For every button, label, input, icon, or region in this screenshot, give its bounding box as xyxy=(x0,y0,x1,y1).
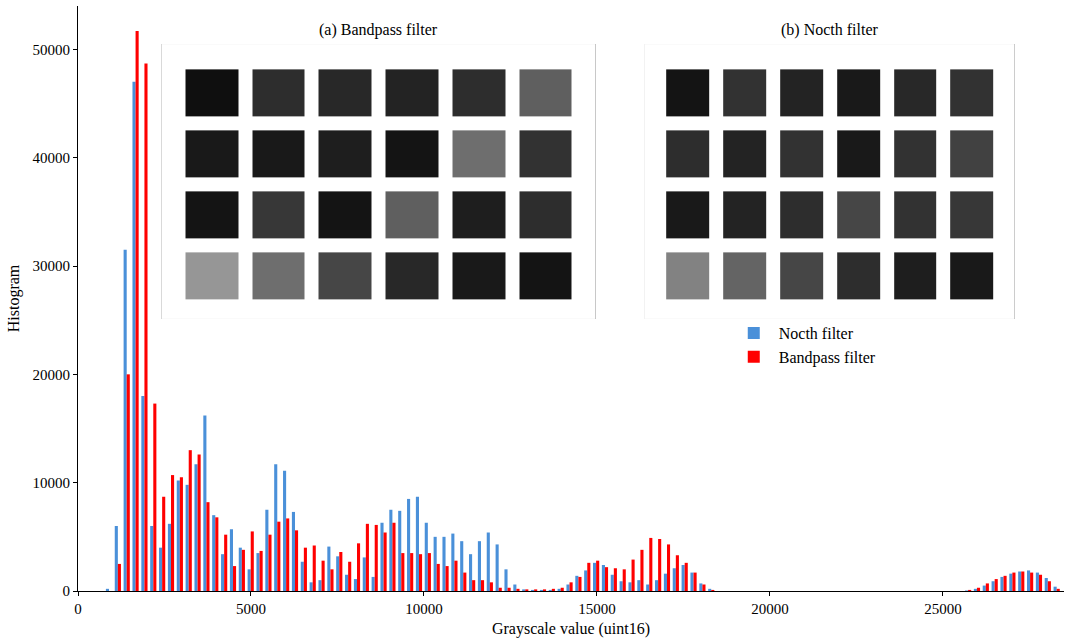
svg-text:(b) Nocth filter: (b) Nocth filter xyxy=(781,21,879,39)
svg-text:10000: 10000 xyxy=(33,475,71,491)
svg-text:0: 0 xyxy=(63,583,71,599)
svg-text:0: 0 xyxy=(74,601,82,617)
svg-text:Nocth filter: Nocth filter xyxy=(779,325,854,342)
svg-text:Grayscale value (uint16): Grayscale value (uint16) xyxy=(492,620,650,638)
svg-text:30000: 30000 xyxy=(33,258,71,274)
svg-text:5000: 5000 xyxy=(236,601,266,617)
svg-text:50000: 50000 xyxy=(33,42,71,58)
svg-text:(a) Bandpass filter: (a) Bandpass filter xyxy=(319,21,438,39)
svg-text:20000: 20000 xyxy=(751,601,789,617)
svg-text:Bandpass filter: Bandpass filter xyxy=(779,349,876,367)
svg-text:40000: 40000 xyxy=(33,150,71,166)
svg-text:Histogram: Histogram xyxy=(5,264,23,332)
svg-text:15000: 15000 xyxy=(578,601,616,617)
svg-text:10000: 10000 xyxy=(405,601,443,617)
svg-text:25000: 25000 xyxy=(924,601,962,617)
svg-text:20000: 20000 xyxy=(33,367,71,383)
